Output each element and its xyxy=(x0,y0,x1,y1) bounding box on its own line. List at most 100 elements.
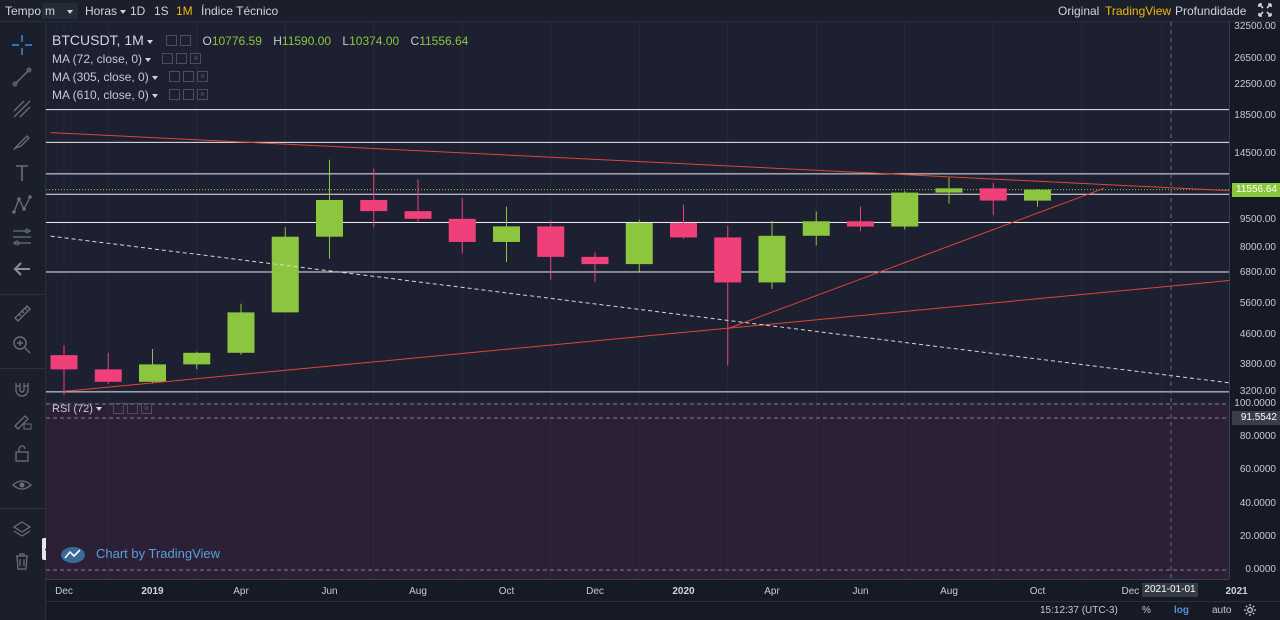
candle xyxy=(714,225,742,366)
timeframe-1m-button[interactable]: 1M xyxy=(176,4,193,18)
candle xyxy=(581,252,609,282)
magnet-icon[interactable] xyxy=(10,377,34,401)
close-icon[interactable]: × xyxy=(190,53,202,65)
brush-icon[interactable] xyxy=(10,129,34,153)
lock-icon[interactable] xyxy=(10,441,34,465)
minutes-dropdown-label: m xyxy=(45,4,55,18)
candle xyxy=(891,191,919,230)
crosshair-date-tag: 2021-01-01 xyxy=(1142,583,1198,597)
price-pane-bg xyxy=(46,22,1229,402)
gear-icon[interactable] xyxy=(176,53,188,65)
price-tick-label: 8000.00 xyxy=(1239,241,1276,253)
close-icon[interactable]: × xyxy=(197,89,209,101)
gear-icon[interactable] xyxy=(183,89,195,101)
gear-icon[interactable] xyxy=(180,35,192,47)
time-axis[interactable]: Dec 2019 Apr Jun Aug Oct Dec 2020 Apr Jun Aug Oct De… xyxy=(46,579,1248,601)
low-key: L xyxy=(342,34,350,48)
trash-icon[interactable] xyxy=(10,549,34,573)
chevron-down-icon[interactable] xyxy=(151,93,158,98)
fullscreen-icon[interactable] xyxy=(1254,2,1276,18)
close-icon[interactable]: × xyxy=(197,71,209,83)
eye-icon[interactable] xyxy=(169,89,181,101)
clock-timezone[interactable]: 15:12:37 (UTC-3) xyxy=(1040,605,1118,616)
candle xyxy=(50,345,78,395)
crosshair-icon[interactable] xyxy=(10,33,34,57)
arrow-left-icon[interactable] xyxy=(10,257,34,281)
layers-icon[interactable] xyxy=(10,517,34,541)
price-tick-label: 18500.00 xyxy=(1234,109,1276,121)
hours-dropdown[interactable]: Horas xyxy=(82,3,129,19)
price-tick-label: 9500.00 xyxy=(1239,214,1276,226)
percent-scale-button[interactable]: % xyxy=(1142,605,1151,616)
ruler-icon[interactable] xyxy=(10,301,34,325)
gear-icon[interactable] xyxy=(1243,603,1257,620)
ma2-legend: MA (305, close, 0) × xyxy=(52,69,209,85)
log-scale-button[interactable]: log xyxy=(1174,605,1189,616)
fib-retracement-icon[interactable] xyxy=(10,225,34,249)
candle xyxy=(935,177,963,204)
timeframe-1d-button[interactable]: 1D xyxy=(130,4,146,18)
candle xyxy=(802,211,830,246)
candle xyxy=(360,168,388,228)
price-axis[interactable]: 32500.00 26500.00 22500.00 18500.00 14500.00… xyxy=(1229,21,1280,579)
gear-icon[interactable] xyxy=(183,71,195,83)
chevron-down-icon[interactable] xyxy=(146,39,153,44)
price-tick-label: 3800.00 xyxy=(1239,358,1276,370)
zoom-in-icon[interactable] xyxy=(10,333,34,357)
ma2-label[interactable]: MA (305, close, 0) xyxy=(52,70,149,84)
chart-area[interactable] xyxy=(46,22,1229,579)
eye-icon[interactable] xyxy=(166,35,178,47)
trendlines xyxy=(50,132,1229,392)
lock-drawing-icon[interactable] xyxy=(10,409,34,433)
pitchfork-icon[interactable] xyxy=(10,97,34,121)
ma3-legend: MA (610, close, 0) × xyxy=(52,87,209,103)
trend-line-icon[interactable] xyxy=(10,65,34,89)
watermark-text: Chart by TradingView xyxy=(96,546,221,561)
chevron-down-icon[interactable] xyxy=(145,57,152,62)
rsi-tick-label: 20.0000 xyxy=(1239,530,1276,542)
symbol-legend: BTCUSDT, 1M O10776.59 H11590.00 L10374.0… xyxy=(52,32,468,48)
price-tick-label: 14500.00 xyxy=(1234,147,1276,159)
eye-icon[interactable] xyxy=(162,53,174,65)
timeframe-1s-button[interactable]: 1S xyxy=(154,4,169,18)
candle xyxy=(404,179,432,223)
chevron-down-icon[interactable] xyxy=(151,75,158,80)
time-tick-label: Jun xyxy=(852,586,869,597)
candle-body xyxy=(50,355,78,370)
minutes-dropdown[interactable]: m xyxy=(42,3,78,19)
eye-icon[interactable] xyxy=(10,473,34,497)
eye-icon[interactable] xyxy=(113,402,125,414)
candle xyxy=(94,352,122,385)
text-icon[interactable] xyxy=(10,161,34,185)
candle-body xyxy=(714,237,742,283)
rsi-label[interactable]: RSI (72) xyxy=(52,403,93,415)
candle xyxy=(227,303,255,355)
candle-body xyxy=(670,222,697,238)
time-tick-label: Dec xyxy=(1121,586,1140,597)
view-depth-button[interactable]: Profundidade xyxy=(1175,4,1247,18)
tradingview-watermark[interactable]: Chart by TradingView xyxy=(60,543,220,565)
chevron-down-icon[interactable] xyxy=(95,407,102,412)
ma3-label[interactable]: MA (610, close, 0) xyxy=(52,88,149,102)
view-original-button[interactable]: Original xyxy=(1058,4,1100,18)
close-icon[interactable]: × xyxy=(141,402,153,414)
open-key: O xyxy=(202,34,212,48)
view-tradingview-button[interactable]: TradingView xyxy=(1105,4,1172,18)
price-chart[interactable] xyxy=(46,22,1229,579)
ma1-label[interactable]: MA (72, close, 0) xyxy=(52,52,143,66)
pattern-icon[interactable] xyxy=(10,193,34,217)
gear-icon[interactable] xyxy=(127,402,139,414)
rsi-tick-label: 80.0000 xyxy=(1239,431,1276,443)
indicators-button[interactable]: Índice Técnico xyxy=(201,4,279,18)
rsi-tick-label: 100.0000 xyxy=(1234,398,1276,409)
time-tick-label: 2020 xyxy=(672,586,695,597)
candle-body xyxy=(935,188,963,193)
symbol-title[interactable]: BTCUSDT, 1M xyxy=(52,32,144,48)
candle xyxy=(1024,189,1051,207)
eye-icon[interactable] xyxy=(169,71,181,83)
auto-scale-button[interactable]: auto xyxy=(1212,605,1232,616)
time-tick-label: Dec xyxy=(586,586,604,597)
candle xyxy=(183,351,211,369)
price-tick-label: 22500.00 xyxy=(1234,78,1276,90)
time-tick-label: 2021 xyxy=(1225,586,1248,597)
